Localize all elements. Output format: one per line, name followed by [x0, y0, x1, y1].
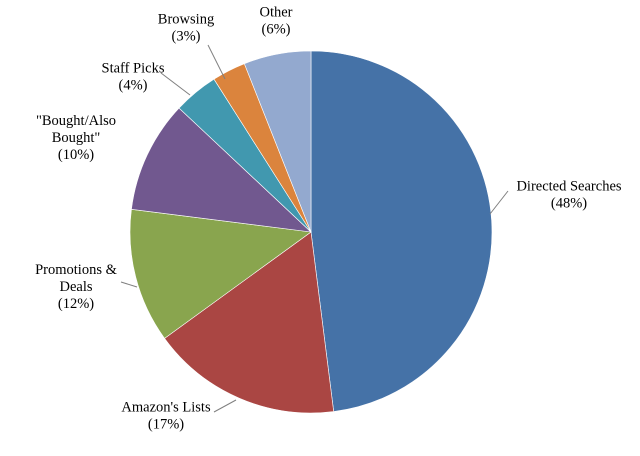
slices-layer [129, 50, 493, 414]
slice-label-staff-picks: Staff Picks (4%) [102, 61, 165, 94]
slice-value-label: (4%) [119, 78, 148, 94]
slice-value-label: (10%) [58, 147, 94, 163]
labels-layer: Directed Searches (48%) Amazon's Lists (17%… [35, 5, 622, 433]
slice-value-label: (17%) [148, 417, 184, 433]
slice-value-label: (6%) [262, 22, 291, 38]
slice-category-label: "Bought/Also [36, 113, 116, 129]
leader-line-browsing [207, 44, 226, 80]
leader-line-staff-picks [160, 72, 191, 96]
slice-category-label: Deals [59, 279, 92, 295]
pie-slice-other [243, 50, 312, 233]
slice-value-label: (12%) [58, 296, 94, 312]
slice-category-label: Promotions & [35, 262, 117, 278]
leader-line-amazon-s-lists [213, 399, 237, 413]
slice-label-promotions-deals: Promotions & Deals (12%) [35, 262, 117, 312]
slice-label-amazon-s-lists: Amazon's Lists (17%) [121, 400, 211, 433]
pie-slice-directed-searches [310, 50, 493, 412]
slice-label-bought-also-bought: "Bought/Also Bought" (10%) [36, 113, 116, 163]
leader-line-promotions-deals [120, 281, 138, 288]
slice-value-label: (3%) [172, 29, 201, 45]
slice-category-label: Staff Picks [102, 61, 165, 77]
slice-category-label: Other [259, 5, 292, 21]
slice-value-label: (48%) [551, 196, 587, 212]
slice-label-other: Other (6%) [259, 5, 292, 38]
leader-line-directed-searches [489, 190, 509, 215]
pie-slice-promotions-deals [129, 208, 312, 339]
slice-category-label: Browsing [158, 12, 214, 28]
slice-category-label: Amazon's Lists [121, 400, 211, 416]
slice-category-label: Bought" [52, 130, 101, 146]
leader-lines-layer [120, 44, 509, 413]
slice-label-directed-searches: Directed Searches (48%) [516, 179, 621, 212]
slice-label-browsing: Browsing (3%) [158, 12, 214, 45]
pie-slice-amazon-s-lists [164, 231, 335, 414]
pie-slice-bought-also-bought [131, 107, 312, 233]
slice-category-label: Directed Searches [516, 179, 621, 195]
